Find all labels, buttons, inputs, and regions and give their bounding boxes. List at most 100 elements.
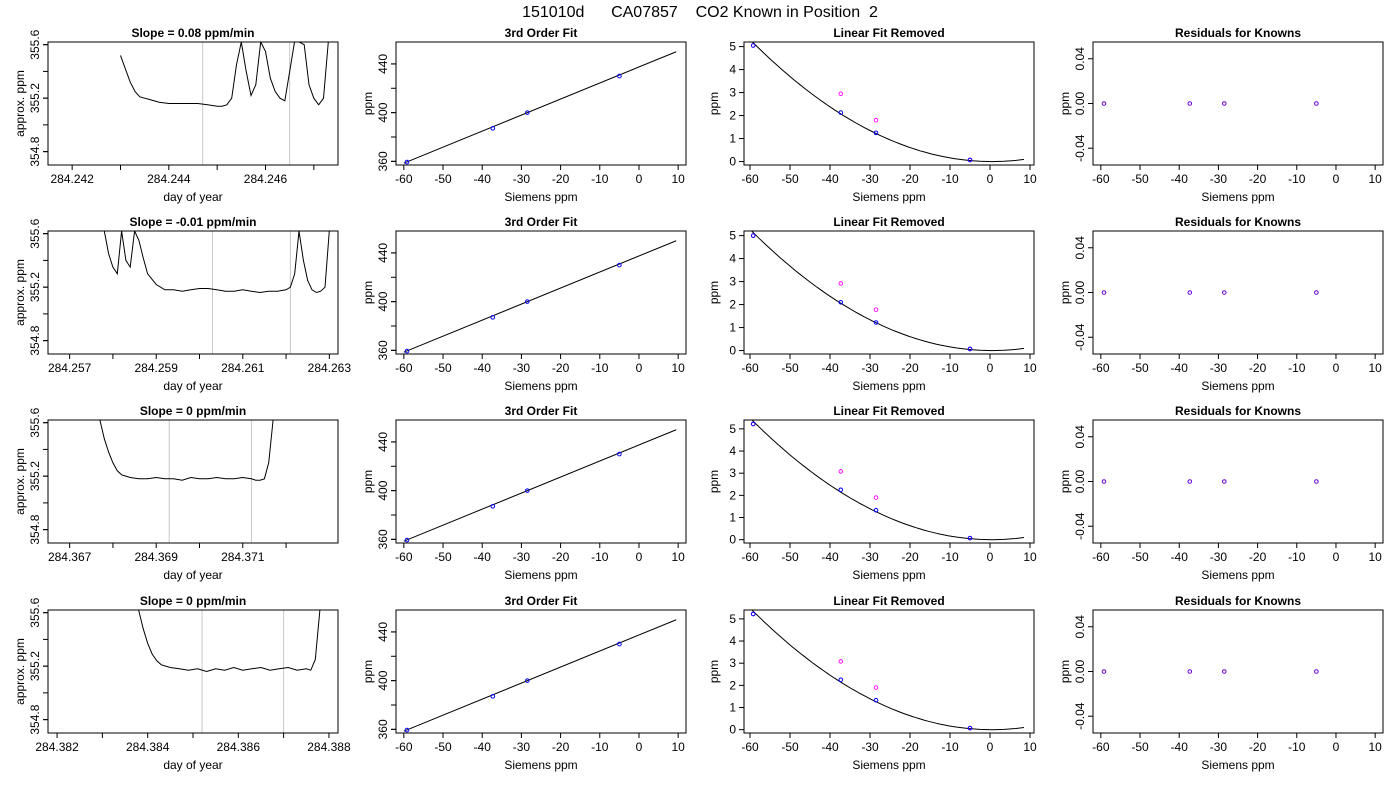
x-axis-label: day of year	[163, 568, 222, 582]
data-point	[1101, 290, 1107, 295]
x-tick-label: -40	[474, 550, 492, 564]
plot-area	[750, 610, 1025, 731]
x-tick-label: 284.242	[50, 172, 94, 186]
panel-grid: Slope = 0.08 ppm/min 284.242 284.244 284.24…	[13, 26, 1384, 772]
data-point	[873, 697, 879, 703]
data-point	[490, 694, 496, 699]
y-tick-label: 2	[729, 109, 736, 123]
co2-trace-line	[138, 610, 321, 673]
x-tick-label: -40	[474, 172, 492, 186]
raw-data-point	[838, 469, 844, 474]
x-tick-label: -40	[821, 172, 839, 186]
y-tick-label: 1	[729, 132, 736, 146]
panel-title: Residuals for Knowns	[1175, 26, 1301, 40]
panel-title: Residuals for Knowns	[1175, 594, 1301, 608]
x-tick-label: -10	[1288, 172, 1306, 186]
x-tick-label: -60	[395, 550, 413, 564]
x-tick-label: 284.382	[35, 740, 79, 754]
panel-title: Slope = 0 ppm/min	[140, 404, 246, 418]
data-point	[1101, 669, 1107, 674]
co2-trace-line	[99, 420, 274, 481]
x-axis-label: Siemens ppm	[852, 379, 925, 393]
y-tick-label: -0.04	[1073, 323, 1087, 351]
x-tick-label: -60	[395, 740, 413, 754]
panel-frame	[743, 41, 1035, 166]
x-tick-label: 284.369	[135, 550, 179, 564]
data-point	[1187, 290, 1193, 295]
x-axis-label: Siemens ppm	[852, 568, 925, 582]
y-tick-label: 440	[376, 54, 390, 74]
y-tick-label: -0.04	[1073, 702, 1087, 730]
panel-frame	[1092, 419, 1384, 544]
x-tick-label: -30	[513, 172, 531, 186]
fit-line	[403, 51, 677, 164]
x-tick-label: 0	[1333, 361, 1340, 375]
x-tick-label: -30	[513, 550, 531, 564]
x-tick-label: -30	[513, 361, 531, 375]
panel-title: Linear Fit Removed	[833, 26, 944, 40]
x-tick-label: -50	[434, 550, 452, 564]
y-axis-label: ppm	[707, 660, 721, 683]
y-tick-label: 354.8	[28, 136, 42, 166]
y-axis-label: approx. ppm	[13, 448, 27, 515]
y-tick-label: 355.6	[28, 29, 42, 59]
x-tick-label: -50	[1131, 172, 1149, 186]
data-point	[873, 320, 879, 325]
data-point	[838, 110, 844, 115]
x-tick-label: -10	[591, 550, 609, 564]
y-axis-label: ppm	[1058, 281, 1072, 304]
fit-line	[403, 240, 677, 353]
x-tick-label: 10	[1368, 550, 1382, 564]
y-tick-label: 400	[376, 670, 390, 690]
data-point	[750, 611, 756, 617]
data-point	[617, 73, 622, 79]
panel-frame	[47, 230, 339, 355]
x-tick-label: -50	[434, 172, 452, 186]
y-tick-label: 354.8	[28, 514, 42, 544]
x-tick-label: -30	[513, 740, 531, 754]
plot-area	[403, 240, 677, 354]
plot-area	[120, 42, 329, 165]
raw-data-point	[873, 495, 879, 500]
data-point	[1101, 479, 1107, 484]
panel-r0-c0: Slope = 0.08 ppm/min 284.242 284.244 284.24…	[13, 26, 339, 204]
x-tick-label: 0	[636, 550, 643, 564]
y-tick-label: 355.6	[28, 597, 42, 627]
x-tick-label: -20	[1249, 361, 1267, 375]
x-axis-label: Siemens ppm	[504, 190, 577, 204]
plot-area	[1101, 290, 1319, 295]
x-tick-label: 284.388	[307, 740, 351, 754]
x-tick-label: 284.261	[221, 361, 265, 375]
data-point	[1187, 479, 1193, 484]
fit-line	[403, 619, 677, 732]
y-tick-label: 3	[729, 275, 736, 289]
x-tick-label: 284.244	[147, 172, 191, 186]
x-tick-label: -10	[1288, 361, 1306, 375]
x-tick-label: -30	[1210, 361, 1228, 375]
x-tick-label: 284.384	[126, 740, 170, 754]
x-tick-label: -40	[1171, 550, 1189, 564]
x-tick-label: -30	[1210, 172, 1228, 186]
y-tick-label: 2	[729, 298, 736, 312]
panel-title: Residuals for Knowns	[1175, 404, 1301, 418]
x-tick-label: 0	[987, 172, 994, 186]
x-tick-label: -50	[1131, 550, 1149, 564]
x-tick-label: -10	[941, 550, 959, 564]
x-tick-label: -40	[474, 740, 492, 754]
x-axis-label: day of year	[163, 758, 222, 772]
data-point	[750, 43, 756, 48]
panel-r2-c0: Slope = 0 ppm/min 284.367 284.369 284.371 35…	[13, 404, 339, 582]
y-tick-label: 0.04	[1073, 425, 1087, 449]
data-point	[617, 641, 622, 647]
fit-curve	[751, 420, 1025, 541]
data-point	[1221, 290, 1227, 295]
panel-title: 3rd Order Fit	[505, 594, 578, 608]
data-point	[1314, 669, 1319, 674]
y-axis-label: ppm	[707, 92, 721, 115]
y-tick-label: 355.2	[28, 272, 42, 302]
raw-data-point	[873, 117, 879, 123]
x-tick-label: 0	[1333, 550, 1340, 564]
x-tick-label: -10	[941, 361, 959, 375]
y-tick-label: 440	[376, 243, 390, 263]
data-point	[967, 157, 973, 163]
